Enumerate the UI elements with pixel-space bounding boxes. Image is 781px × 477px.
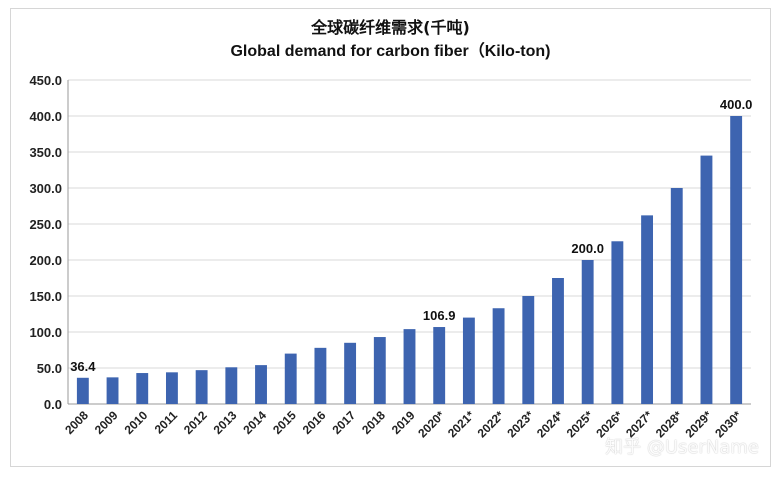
bar	[314, 347, 327, 404]
bar	[225, 367, 238, 404]
data-label: 400.0	[720, 97, 753, 112]
bar	[373, 337, 386, 404]
bar	[641, 215, 654, 404]
bar	[611, 241, 624, 404]
x-tick-label: 2023*	[504, 408, 536, 440]
bar	[136, 373, 149, 404]
bar	[106, 377, 119, 404]
x-tick-label: 2015	[270, 408, 299, 437]
y-tick-label: 450.0	[29, 73, 62, 88]
bar	[552, 278, 564, 404]
x-tick-label: 2014	[240, 408, 269, 437]
bar	[462, 317, 475, 404]
x-tick-label: 2022*	[475, 408, 507, 440]
bar	[195, 370, 208, 404]
bar	[284, 353, 297, 404]
bar	[255, 365, 267, 404]
x-tick-label: 2012	[181, 408, 210, 437]
bar	[165, 372, 178, 404]
x-tick-label: 2020*	[415, 408, 447, 440]
bar	[730, 116, 743, 404]
y-tick-label: 100.0	[29, 325, 62, 340]
bar	[403, 329, 416, 404]
x-tick-label: 2011	[152, 408, 181, 437]
x-tick-label: 2010	[122, 408, 151, 437]
bar	[581, 260, 594, 404]
x-tick-label: 2013	[211, 408, 240, 437]
x-tick-label: 2016	[300, 408, 329, 437]
y-tick-label: 250.0	[29, 217, 62, 232]
data-label: 36.4	[70, 359, 96, 374]
bar	[76, 377, 89, 404]
bar	[492, 308, 505, 404]
bar	[433, 327, 446, 404]
y-tick-label: 0.0	[44, 397, 62, 412]
x-tick-label: 2019	[389, 408, 418, 437]
y-tick-label: 400.0	[29, 109, 62, 124]
bar	[344, 342, 357, 404]
chart-title: 全球碳纤维需求(千吨)	[311, 18, 470, 37]
bar	[670, 188, 683, 404]
watermark-text: 知乎 @UserName	[605, 437, 759, 458]
bar	[522, 296, 535, 404]
x-tick-label: 2021*	[445, 408, 477, 440]
y-tick-label: 300.0	[29, 181, 62, 196]
chart-subtitle: Global demand for carbon fiber（Kilo-ton)	[230, 43, 551, 60]
data-label: 200.0	[571, 241, 604, 256]
y-tick-label: 200.0	[29, 253, 62, 268]
x-tick-label: 2017	[329, 408, 358, 437]
x-tick-label: 2008	[62, 408, 91, 437]
x-tick-label: 2018	[359, 408, 388, 437]
data-label: 106.9	[423, 308, 456, 323]
bar	[700, 155, 713, 404]
y-tick-label: 150.0	[29, 289, 62, 304]
x-tick-label: 2025*	[564, 408, 596, 440]
x-tick-label: 2009	[92, 408, 121, 437]
y-tick-label: 350.0	[29, 145, 62, 160]
x-tick-label: 2024*	[534, 408, 566, 440]
y-tick-label: 50.0	[37, 361, 62, 376]
